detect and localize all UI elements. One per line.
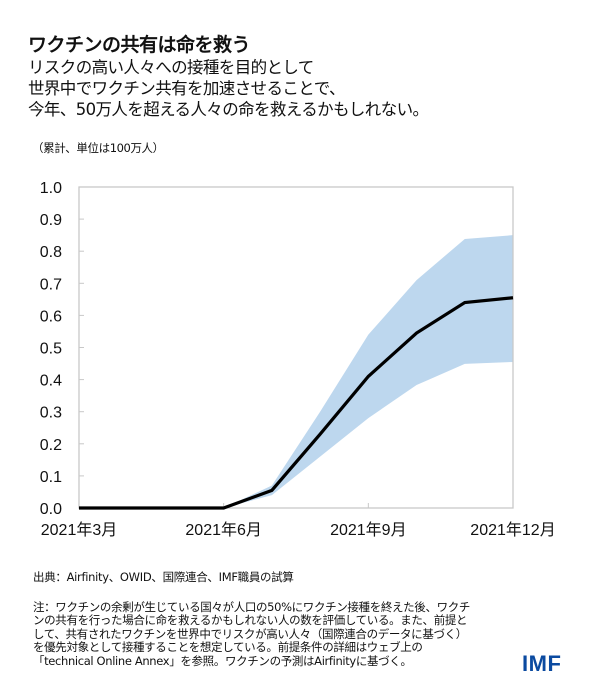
uncertainty-band	[79, 235, 513, 508]
central-estimate-line	[79, 296, 514, 510]
footnote-line: して、共有されたワクチンを世界中でリスクが高い人々（国際連合のデータに基づく）	[33, 626, 467, 641]
footnote-line: 「technical Online Annex」を参照。ワクチンの予測はAirf…	[33, 653, 412, 668]
band-area	[79, 235, 513, 508]
y-tick-label: 0.0	[40, 501, 62, 518]
chart-subtitle: リスクの高い人々への接種を目的として 世界中でワクチン共有を加速させることで、 …	[28, 57, 429, 120]
y-tick-label: 0.6	[40, 308, 62, 325]
footnote-line: 注：ワクチンの余剰が生じている国々が人口の50%にワクチン接種を終えた後、ワクチ	[33, 600, 471, 614]
y-tick-label: 0.3	[40, 405, 62, 422]
footnote: 注：ワクチンの余剰が生じている国々が人口の50%にワクチン接種を終えた後、ワクチ…	[33, 600, 578, 668]
x-tick-label: 2021年12月	[470, 521, 555, 539]
y-tick-label: 1.0	[40, 180, 62, 197]
y-tick-label: 0.8	[40, 244, 62, 261]
subtitle-line: 世界中でワクチン共有を加速させることで、	[28, 79, 345, 98]
footnote-line: ンの共有を行った場合に命を救えるかもしれない人の数を評価している。また、前提と	[33, 613, 468, 628]
chart-title: ワクチンの共有は命を救う	[28, 34, 251, 56]
imf-logo: IMF	[522, 651, 562, 676]
y-tick-label: 0.5	[40, 341, 62, 358]
y-tick-label: 0.9	[40, 212, 62, 229]
subtitle-line: リスクの高い人々への接種を目的として	[28, 58, 314, 77]
estimate-line	[79, 296, 514, 510]
y-tick-label: 0.7	[40, 276, 62, 293]
footnote-line: を優先対象として接種することを想定している。前提条件の詳細はウェブ上の	[33, 640, 423, 655]
y-tick-label: 0.1	[40, 469, 62, 486]
subtitle-line: 今年、50万人を超える人々の命を救えるかもしれない。	[28, 100, 429, 119]
y-axis-labels: 0.0 0.1 0.2 0.3 0.4 0.5 0.6 0.7 0.8 0.9 1.0	[40, 180, 62, 518]
x-axis-labels: 2021年3月 2021年6月 2021年9月 2021年12月	[41, 521, 556, 539]
x-tick-label: 2021年6月	[185, 521, 262, 539]
unit-label: （累計、単位は100万人）	[32, 141, 164, 155]
y-tick-label: 0.4	[40, 373, 62, 390]
x-tick-label: 2021年9月	[330, 521, 407, 539]
y-axis-ticks	[79, 186, 84, 509]
line-chart: 0.0 0.1 0.2 0.3 0.4 0.5 0.6 0.7 0.8 0.9 1.0 2021年3…	[40, 180, 556, 539]
x-tick-label: 2021年3月	[41, 521, 118, 539]
source-note: 出典：Airfinity、OWID、国際連合、IMF職員の試算	[33, 570, 294, 584]
y-tick-label: 0.2	[40, 437, 62, 454]
